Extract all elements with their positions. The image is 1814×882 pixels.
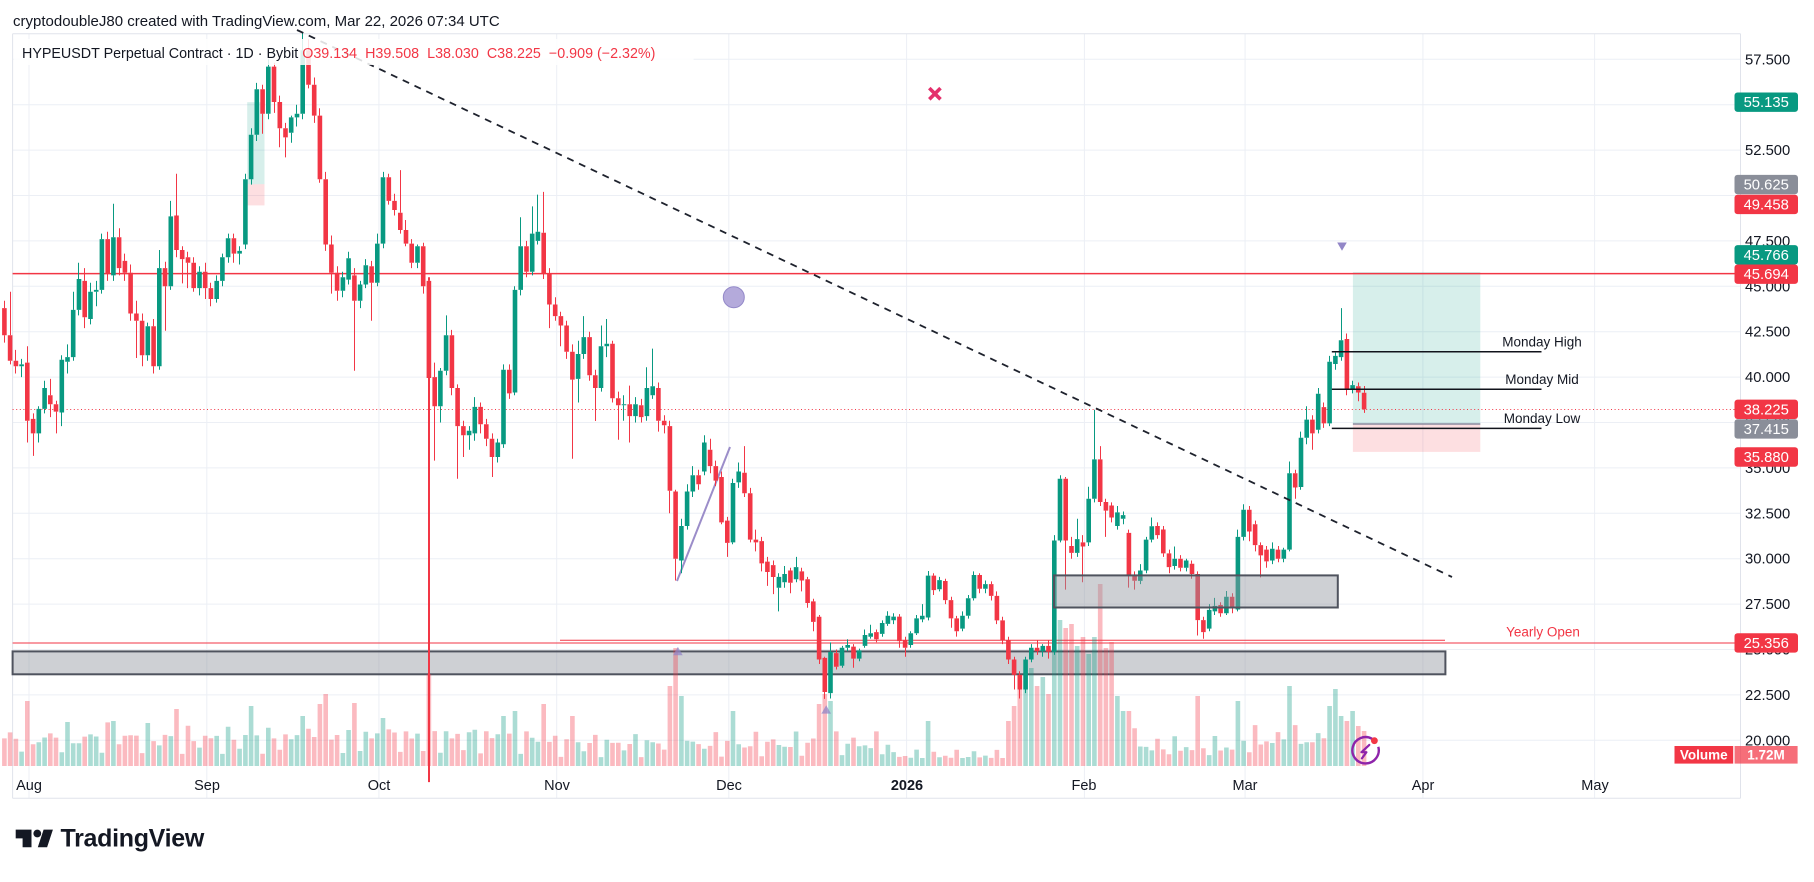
svg-text:35.880: 35.880 [1744,450,1789,466]
svg-text:40.000: 40.000 [1745,370,1790,386]
svg-text:TradingView: TradingView [61,825,205,853]
svg-text:20.000: 20.000 [1745,733,1790,749]
svg-text:Monday Low: Monday Low [1504,411,1581,426]
svg-text:22.500: 22.500 [1745,688,1790,704]
svg-text:37.415: 37.415 [1744,422,1789,438]
svg-text:49.458: 49.458 [1744,197,1789,213]
svg-text:Volume: Volume [1680,748,1728,763]
svg-text:cryptodoubleJ80 created with T: cryptodoubleJ80 created with TradingView… [13,13,500,30]
svg-text:Sep: Sep [194,778,220,794]
svg-text:Apr: Apr [1412,778,1435,794]
svg-text:42.500: 42.500 [1745,325,1790,341]
svg-text:45.694: 45.694 [1744,267,1789,283]
svg-text:57.500: 57.500 [1745,52,1790,68]
svg-text:HYPEUSDT Perpetual Contract ·: HYPEUSDT Perpetual Contract · 1D · Bybit… [22,46,655,62]
svg-text:55.135: 55.135 [1744,95,1789,111]
svg-text:1.72M: 1.72M [1747,748,1785,763]
svg-text:2026: 2026 [891,778,923,794]
svg-text:Aug: Aug [16,778,42,794]
svg-text:Yearly Open: Yearly Open [1506,625,1580,640]
svg-text:Mar: Mar [1233,778,1258,794]
svg-text:Monday High: Monday High [1502,335,1582,350]
svg-text:Feb: Feb [1072,778,1097,794]
svg-text:Dec: Dec [716,778,742,794]
svg-text:25.356: 25.356 [1744,636,1789,652]
svg-text:45.766: 45.766 [1744,248,1789,264]
svg-text:52.500: 52.500 [1745,143,1790,159]
svg-text:27.500: 27.500 [1745,597,1790,613]
svg-text:38.225: 38.225 [1744,402,1789,418]
svg-text:30.000: 30.000 [1745,552,1790,568]
svg-text:Monday Mid: Monday Mid [1505,372,1579,387]
svg-text:32.500: 32.500 [1745,506,1790,522]
svg-text:50.625: 50.625 [1744,178,1789,194]
svg-text:Nov: Nov [544,778,571,794]
svg-text:Oct: Oct [368,778,391,794]
svg-text:May: May [1581,778,1609,794]
